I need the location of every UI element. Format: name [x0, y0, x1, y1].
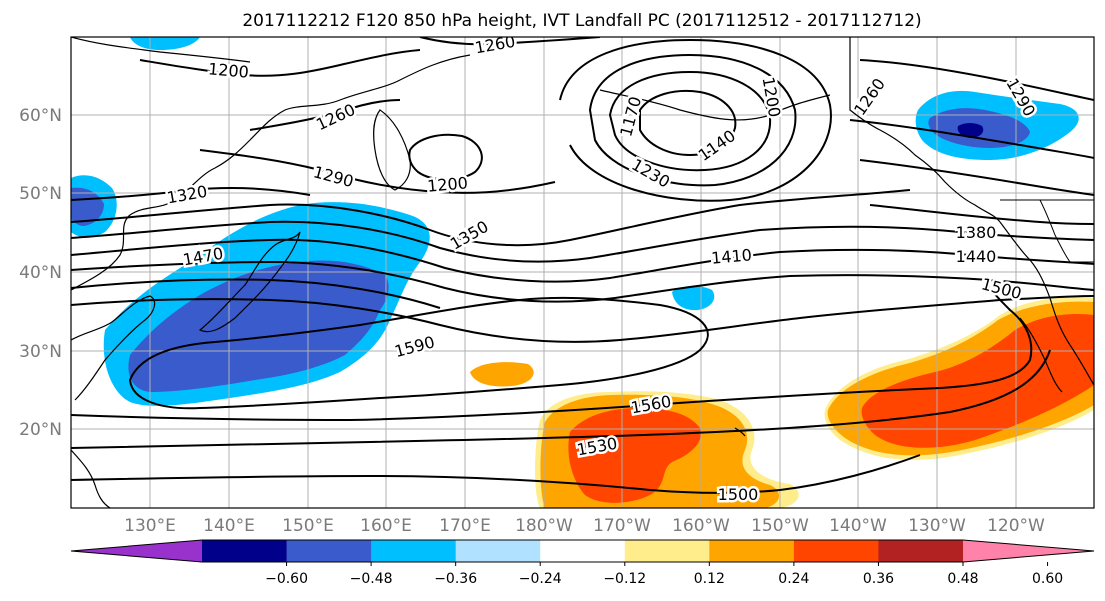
contour-east-4 [869, 204, 1094, 225]
colorbar-tick-label: −0.60 [265, 571, 308, 587]
shade-mid-orange-small [470, 362, 534, 387]
contour-label: 1200 [426, 173, 468, 195]
lat-label: 20°N [19, 420, 62, 440]
colorbar-segment [793, 540, 879, 562]
contour-1350 [71, 189, 911, 247]
lat-label: 30°N [19, 342, 62, 362]
contour-low-inner [639, 89, 737, 157]
coast-asia-east [71, 54, 471, 291]
lat-label: 50°N [19, 184, 62, 204]
lat-label: 60°N [19, 106, 62, 126]
contour-1500-upper [71, 295, 1094, 343]
coast-korea-china [71, 295, 156, 401]
lat-label: 40°N [19, 263, 62, 283]
lon-label: 130°E [124, 516, 176, 536]
lon-label: 150°E [282, 516, 334, 536]
colorbar-tick-label: −0.12 [603, 571, 646, 587]
contour-label: 1440 [956, 247, 997, 266]
lon-label: 150°W [751, 516, 809, 536]
contour-1290-a [199, 149, 556, 194]
colorbar-extend-low [71, 540, 202, 562]
colorbar-segment [624, 540, 710, 562]
coast-philippines [71, 449, 111, 508]
contour-1260-top [419, 37, 601, 46]
colorbar-tick-label: 0.12 [694, 571, 725, 587]
contour-label: 1410 [710, 245, 752, 267]
colorbar-segment [202, 540, 288, 562]
contour-1320 [71, 186, 311, 201]
contour-1200-nw [139, 49, 421, 77]
height-contours [71, 37, 1094, 494]
lon-label: 140°E [203, 516, 255, 536]
map-title: 2017112212 F120 850 hPa height, IVT Land… [242, 11, 921, 31]
colorbar-segment [709, 540, 795, 562]
lon-label: 160°E [360, 516, 412, 536]
shade-hawaii-red [568, 408, 701, 503]
contour-1500-lower [71, 454, 921, 494]
contour-1560 [71, 279, 1033, 422]
contour-label: 1200 [207, 59, 249, 81]
contour-1380 [71, 220, 1094, 263]
colorbar-tick-label: 0.24 [778, 571, 809, 587]
lon-label: 160°W [672, 516, 730, 536]
colorbar-segment [371, 540, 457, 562]
colorbar-segment [455, 540, 541, 562]
shade-top-blue [130, 37, 200, 50]
contour-label: 1500 [718, 485, 759, 504]
latitude-axis: 60°N 50°N 40°N 30°N 20°N [19, 106, 62, 440]
contour-1410 [71, 238, 1094, 283]
lon-label: 180°W [515, 516, 573, 536]
lon-label: 140°W [829, 516, 887, 536]
contour-1170 [608, 70, 772, 172]
colorbar-segment [540, 540, 626, 562]
colorbar-tick-label: −0.36 [434, 571, 477, 587]
lon-label: 130°W [908, 516, 966, 536]
shade-japan-mid [128, 260, 389, 392]
lon-label: 170°W [593, 516, 651, 536]
contour-1200-small [408, 133, 483, 181]
contour-east-3 [859, 159, 1094, 196]
contour-east-1 [859, 59, 1094, 101]
contour-1260-mid [249, 99, 401, 131]
colorbar-segment [878, 540, 964, 562]
colorbar: −0.60 −0.48 −0.36 −0.24 −0.12 0.12 0.24 0.36 0.4… [70, 539, 1095, 587]
contour-1530 [71, 349, 1051, 449]
contour-1260-low [559, 38, 832, 202]
contour-1470 [71, 278, 441, 309]
shade-east-asia-mid [71, 187, 104, 226]
contour-1440 [71, 260, 1094, 303]
coast-japan [198, 231, 301, 333]
lon-label: 170°E [439, 516, 491, 536]
graticule [71, 37, 1094, 508]
colorbar-tick-label: −0.24 [519, 571, 562, 587]
contour-1590-loop [128, 296, 709, 410]
contour-east-2 [849, 119, 1094, 159]
colorbar-segment [286, 540, 372, 562]
map-frame [70, 36, 1095, 509]
shade-east-red [861, 313, 1094, 448]
shade-alaska-dark [957, 123, 984, 138]
ivt-shading-negative [71, 37, 1079, 406]
coast-alaska [849, 37, 1001, 223]
contour-1200-low [588, 53, 797, 187]
colorbar-tick-label: −0.48 [350, 571, 393, 587]
coast-kamchatka [373, 109, 411, 191]
lon-label: 120°W [987, 516, 1045, 536]
colorbar-tick-label: 0.36 [863, 571, 894, 587]
contour-label: 1380 [956, 223, 997, 242]
colorbar-outline [70, 539, 1095, 563]
colorbar-tick-label: 0.48 [947, 571, 978, 587]
colorbar-tick-label: 0.60 [1032, 571, 1063, 587]
colorbar-extend-high [963, 540, 1094, 562]
coast-siberia-top [71, 37, 251, 63]
coast-aleutians [599, 89, 831, 121]
borders [1000, 199, 1094, 263]
longitude-axis: 130°E 140°E 150°E 160°E 170°E 180°W 170°… [124, 516, 1045, 536]
shade-pacific-blue [672, 286, 715, 311]
